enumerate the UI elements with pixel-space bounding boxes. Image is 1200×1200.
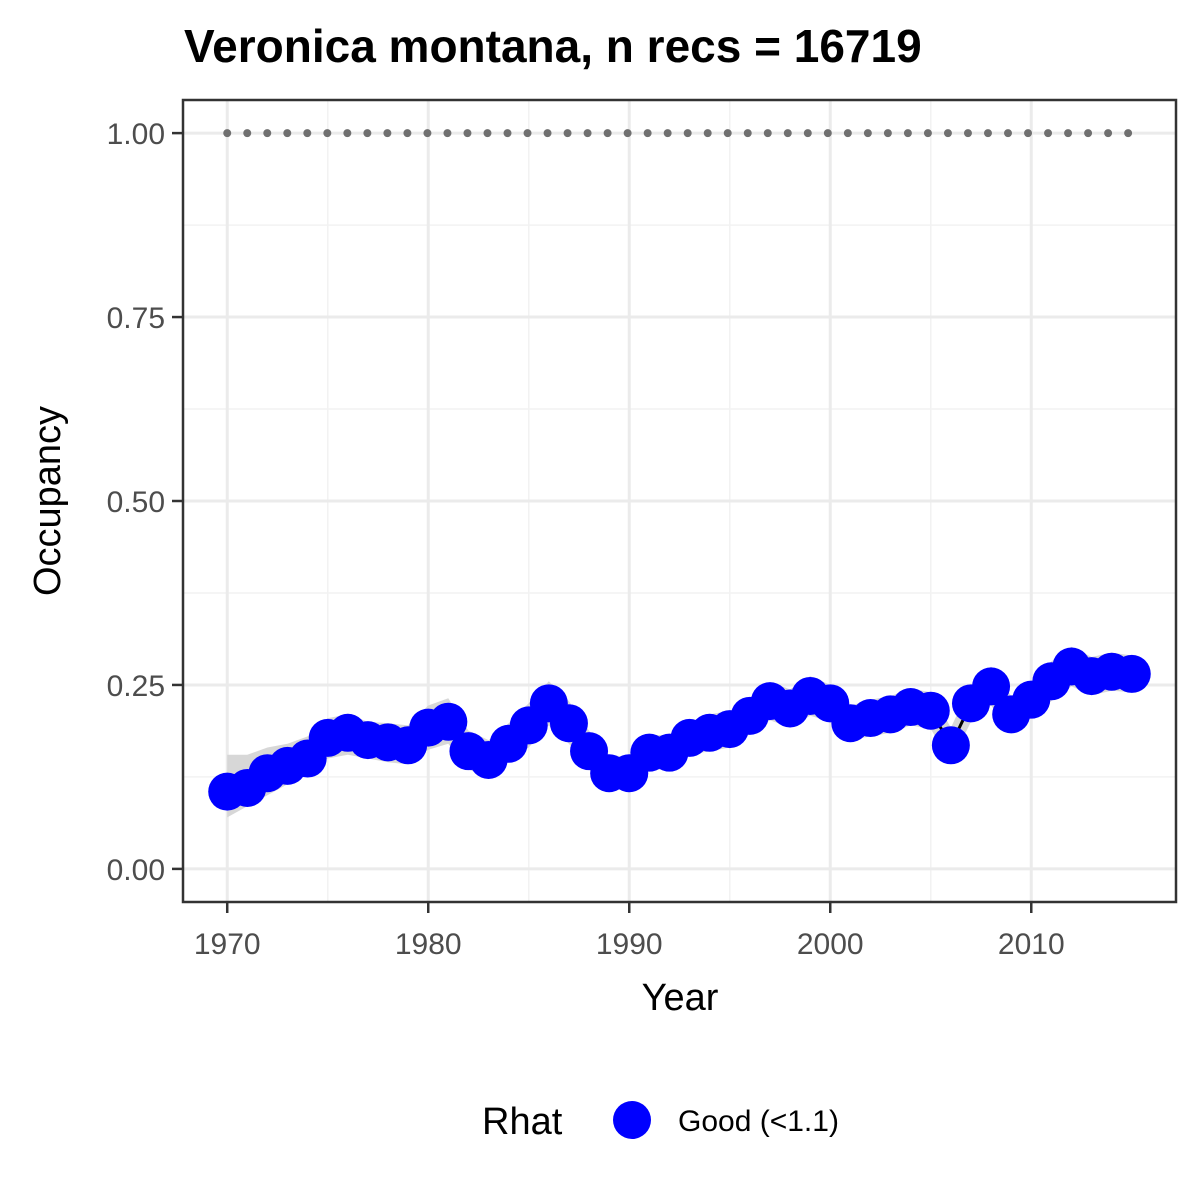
legend-title: Rhat bbox=[482, 1101, 563, 1143]
x-tick-label: 1970 bbox=[194, 928, 261, 961]
legend: Rhat Good (<1.1) bbox=[482, 1101, 839, 1143]
x-tick-label: 1980 bbox=[395, 928, 462, 961]
data-point bbox=[911, 691, 950, 730]
y-axis-title: Occupancy bbox=[27, 406, 69, 596]
y-tick-label: 0.75 bbox=[107, 302, 165, 335]
y-tick-label: 0.00 bbox=[107, 854, 165, 887]
y-tick-label: 0.25 bbox=[107, 670, 165, 703]
data-point bbox=[931, 726, 970, 765]
x-tick-label: 2000 bbox=[797, 928, 864, 961]
legend-key-good bbox=[613, 1101, 651, 1139]
chart-title: Veronica montana, n recs = 16719 bbox=[184, 20, 922, 72]
legend-label-good: Good (<1.1) bbox=[678, 1105, 839, 1138]
plot-panel: 0.00 0.25 0.50 0.75 1.00 1970 1980 1990 2000 2010 bbox=[107, 98, 1178, 961]
y-tick-label: 1.00 bbox=[107, 118, 165, 151]
data-point bbox=[429, 702, 468, 741]
data-point bbox=[1112, 654, 1151, 693]
y-tick-label: 0.50 bbox=[107, 486, 165, 519]
data-point bbox=[549, 704, 588, 743]
x-axis-title: Year bbox=[642, 977, 719, 1019]
x-tick-label: 2010 bbox=[998, 928, 1065, 961]
x-tick-label: 1990 bbox=[596, 928, 663, 961]
data-point bbox=[972, 667, 1011, 706]
